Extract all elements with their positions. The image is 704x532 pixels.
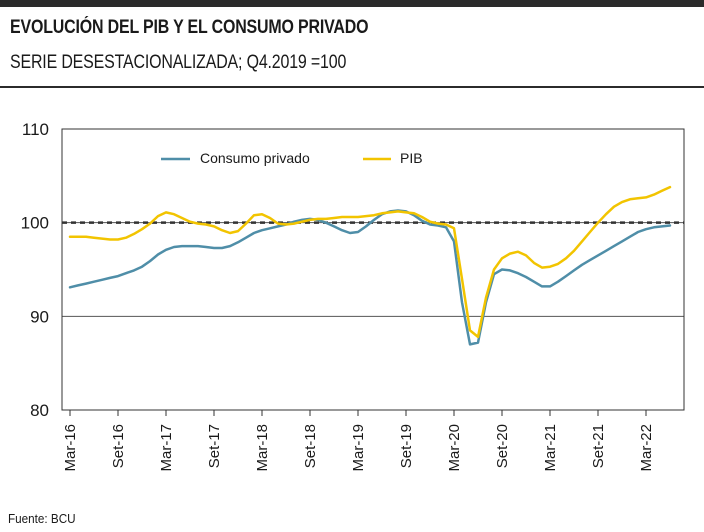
x-tick-label-Set-19: Set-19 [398, 424, 415, 468]
x-tick-label-Set-16: Set-16 [110, 424, 127, 468]
chart-subtitle: SERIE DESESTACIONALIZADA; Q4.2019 =100 [10, 52, 347, 73]
x-tick-label-Mar-20: Mar-20 [446, 424, 463, 472]
legend-label-consumo-privado: Consumo privado [200, 150, 310, 166]
x-tick-label-Mar-21: Mar-21 [542, 424, 559, 472]
series-line-pib [68, 185, 672, 339]
x-tick-label-Set-18: Set-18 [302, 424, 319, 468]
y-tick-label-80: 80 [30, 401, 49, 420]
y-tick-label-110: 110 [22, 120, 49, 139]
top-bar [0, 0, 704, 7]
y-tick-label-100: 100 [21, 214, 49, 233]
x-tick-label-Set-17: Set-17 [206, 424, 223, 468]
x-tick-label-Mar-16: Mar-16 [62, 424, 79, 472]
x-tick-label-Set-21: Set-21 [590, 424, 607, 468]
x-tick-label-Mar-19: Mar-19 [350, 424, 367, 472]
series-line-consumo-privado [68, 209, 672, 346]
x-tick-label-Mar-17: Mar-17 [158, 424, 175, 472]
y-tick-label-90: 90 [30, 307, 49, 326]
plot-frame [61, 128, 685, 411]
legend-label-pib: PIB [400, 150, 423, 166]
x-tick-label-Mar-22: Mar-22 [638, 424, 655, 472]
header-rule [0, 86, 704, 88]
source-note: Fuente: BCU [8, 511, 76, 526]
chart-title: EVOLUCIÓN DEL PIB Y EL CONSUMO PRIVADO [10, 17, 369, 38]
line-chart: 80 90 100 110 Mar-16 Set-16 Mar-17 Set-17 Mar-18… [21, 120, 685, 472]
x-tick-label-Mar-18: Mar-18 [254, 424, 271, 472]
x-tick-label-Set-20: Set-20 [494, 424, 511, 468]
